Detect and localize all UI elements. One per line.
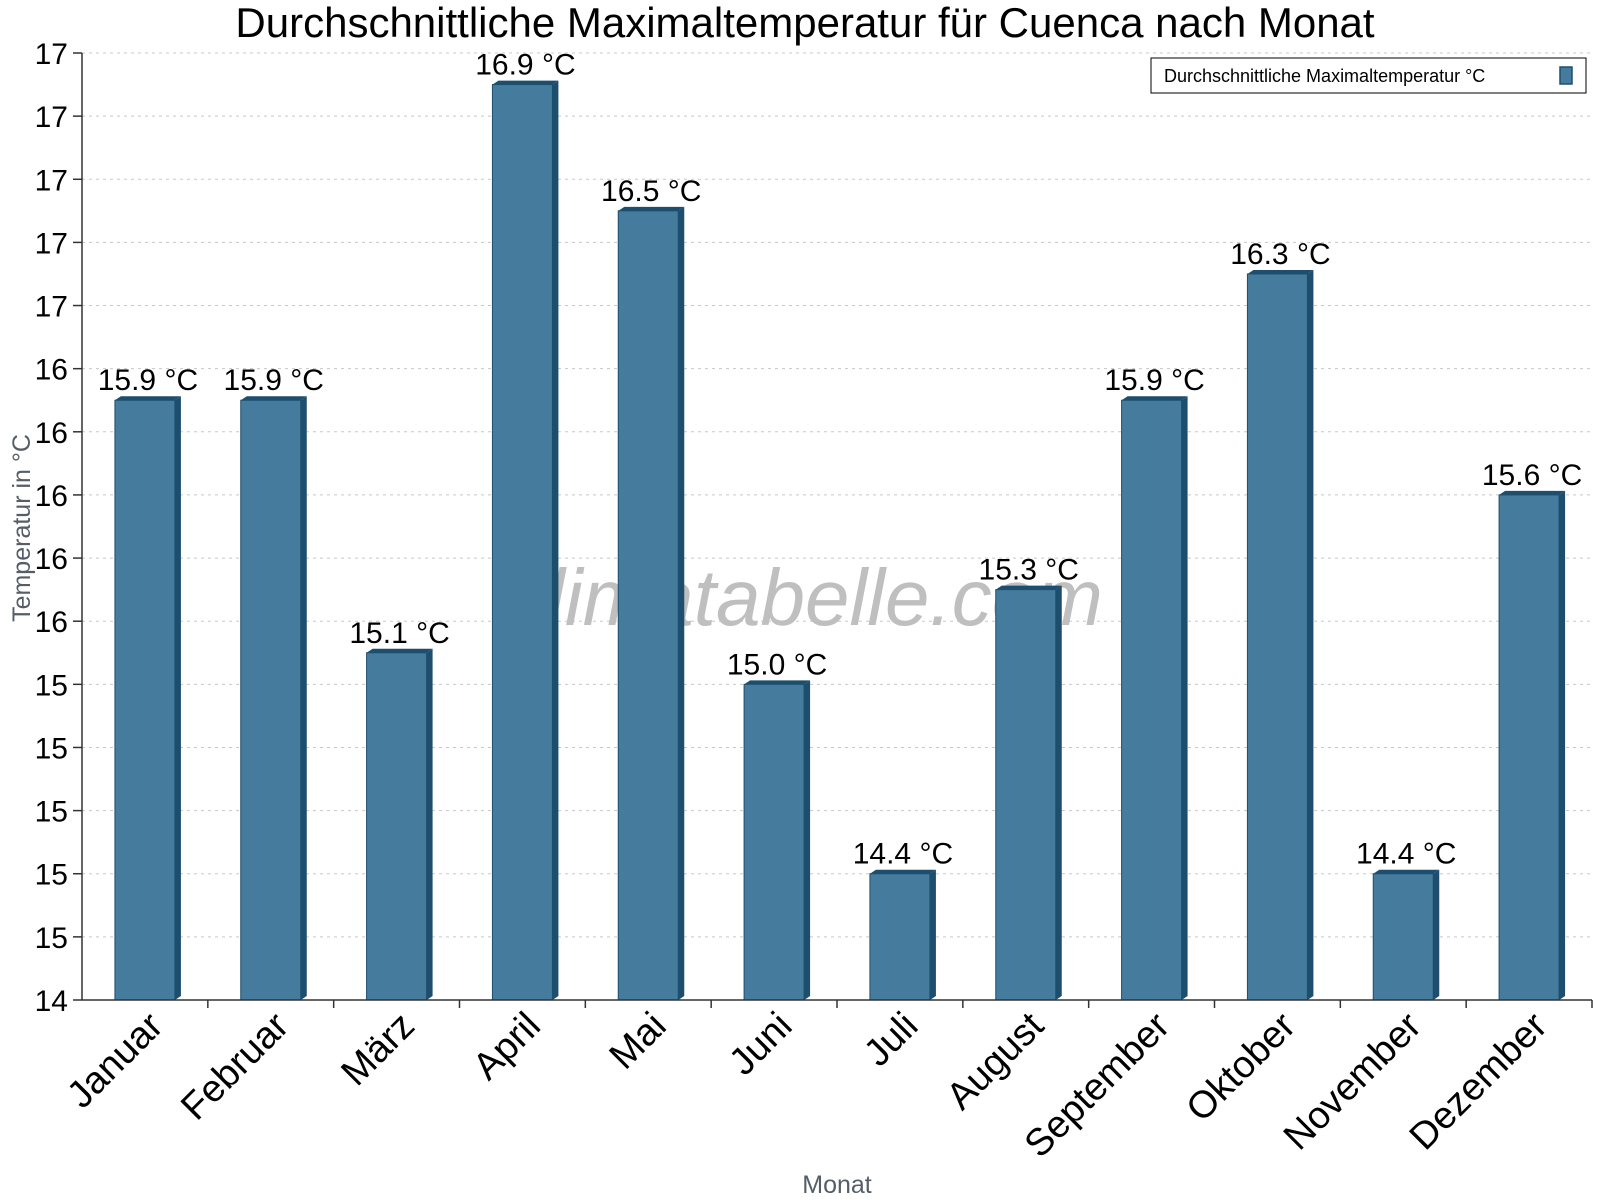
data-label: 15.1 °C bbox=[349, 617, 449, 650]
x-tick-label: November bbox=[1276, 1004, 1430, 1158]
y-tick-label: 16 bbox=[35, 543, 68, 576]
bar bbox=[366, 652, 428, 1001]
data-label: 14.4 °C bbox=[853, 838, 953, 871]
y-tick-label: 14 bbox=[35, 985, 68, 1018]
y-axis-label: Temperatur in °C bbox=[8, 434, 36, 622]
data-label: 15.9 °C bbox=[224, 364, 324, 397]
bar-side bbox=[1307, 269, 1314, 1000]
bar bbox=[743, 683, 805, 1001]
bar-top bbox=[1247, 269, 1314, 274]
x-tick-label: Januar bbox=[59, 1004, 171, 1116]
legend-box bbox=[1150, 57, 1587, 94]
gridlines bbox=[82, 52, 1592, 938]
bar-side bbox=[300, 396, 307, 1000]
x-axis-label: Monat bbox=[802, 1171, 872, 1199]
x-tick-label: April bbox=[465, 1005, 548, 1088]
x-tick-label: August bbox=[939, 1004, 1053, 1118]
y-tick-label: 16 bbox=[35, 606, 68, 639]
data-label: 14.4 °C bbox=[1356, 838, 1456, 871]
y-tick-labels: 14 15 15 15 15 15 16 16 16 16 16 17 17 17 17 17 bbox=[35, 38, 68, 1018]
bar-top bbox=[114, 396, 181, 401]
data-label: 15.9 °C bbox=[98, 364, 198, 397]
x-tick-label: Juli bbox=[856, 1005, 926, 1075]
x-tick-label: Juni bbox=[721, 1005, 800, 1084]
bar-top bbox=[995, 585, 1062, 590]
axes bbox=[73, 52, 1593, 1008]
bar-side bbox=[552, 80, 559, 1001]
y-tick-label: 16 bbox=[35, 354, 68, 387]
y-tick-label: 16 bbox=[35, 480, 68, 513]
y-tick-label: 17 bbox=[35, 227, 68, 260]
data-label: 15.6 °C bbox=[1482, 459, 1582, 492]
x-tick-labels: Januar Februar März April Mai Juni Juli AugustS… bbox=[59, 1004, 1555, 1165]
bar-side bbox=[1559, 490, 1566, 1000]
data-label: 15.9 °C bbox=[1104, 364, 1204, 397]
bar-side bbox=[174, 396, 181, 1000]
bar bbox=[995, 589, 1057, 1001]
bar-top bbox=[618, 206, 685, 211]
x-tick-label: März bbox=[334, 1005, 423, 1094]
bar-top bbox=[869, 869, 936, 874]
x-tick-label: Mai bbox=[602, 1005, 675, 1078]
chart-title: Durchschnittliche Maximaltemperatur für … bbox=[235, 0, 1374, 46]
data-label: 16.5 °C bbox=[601, 175, 701, 208]
y-tick-label: 15 bbox=[35, 796, 68, 829]
bar bbox=[1372, 873, 1434, 1001]
y-tick-label: 17 bbox=[35, 291, 68, 324]
bar-side bbox=[678, 206, 685, 1001]
x-tick-label: Oktober bbox=[1179, 1004, 1305, 1130]
bar bbox=[1121, 399, 1183, 1001]
x-tick-label: Dezember bbox=[1402, 1004, 1556, 1158]
bar-top bbox=[1373, 869, 1440, 874]
bar-side bbox=[1433, 869, 1440, 1000]
bar-side bbox=[804, 680, 811, 1000]
bar-top bbox=[1499, 490, 1566, 495]
bar-top bbox=[744, 680, 811, 685]
y-tick-label: 17 bbox=[35, 164, 68, 197]
y-tick-label: 15 bbox=[35, 732, 68, 765]
legend: Durchschnittliche Maximaltemperatur °C bbox=[1150, 57, 1587, 94]
y-tick-label: 15 bbox=[35, 669, 68, 702]
bar-side bbox=[1055, 585, 1062, 1000]
x-tick-label: Februar bbox=[173, 1004, 297, 1128]
y-tick-label: 17 bbox=[35, 101, 68, 134]
bar-top bbox=[240, 396, 307, 401]
data-label: 15.3 °C bbox=[979, 554, 1079, 587]
bar-side bbox=[1181, 396, 1188, 1000]
bar-side bbox=[929, 869, 936, 1000]
legend-swatch bbox=[1559, 66, 1573, 85]
bar bbox=[240, 399, 302, 1001]
bar-top bbox=[1121, 396, 1188, 401]
data-label: 16.3 °C bbox=[1230, 238, 1330, 271]
bar-top bbox=[366, 648, 433, 653]
bar bbox=[491, 84, 553, 1001]
y-tick-label: 15 bbox=[35, 859, 68, 892]
bar-top bbox=[492, 80, 559, 85]
bar bbox=[114, 399, 176, 1001]
y-tick-label: 17 bbox=[35, 38, 68, 71]
bar bbox=[1246, 273, 1308, 1001]
bars bbox=[114, 80, 1566, 1001]
bar-side bbox=[426, 648, 433, 1000]
y-tick-label: 15 bbox=[35, 922, 68, 955]
bar bbox=[617, 210, 679, 1001]
bar bbox=[1498, 494, 1560, 1001]
data-label: 15.0 °C bbox=[727, 648, 827, 681]
data-labels: 15.9 °C 15.9 °C 15.1 °C 16.9 °C 16.5 °C 15.0 … bbox=[98, 49, 1583, 871]
y-tick-label: 16 bbox=[35, 417, 68, 450]
bar bbox=[869, 873, 931, 1001]
data-label: 16.9 °C bbox=[475, 49, 575, 82]
legend-label: Durchschnittliche Maximaltemperatur °C bbox=[1164, 66, 1485, 86]
